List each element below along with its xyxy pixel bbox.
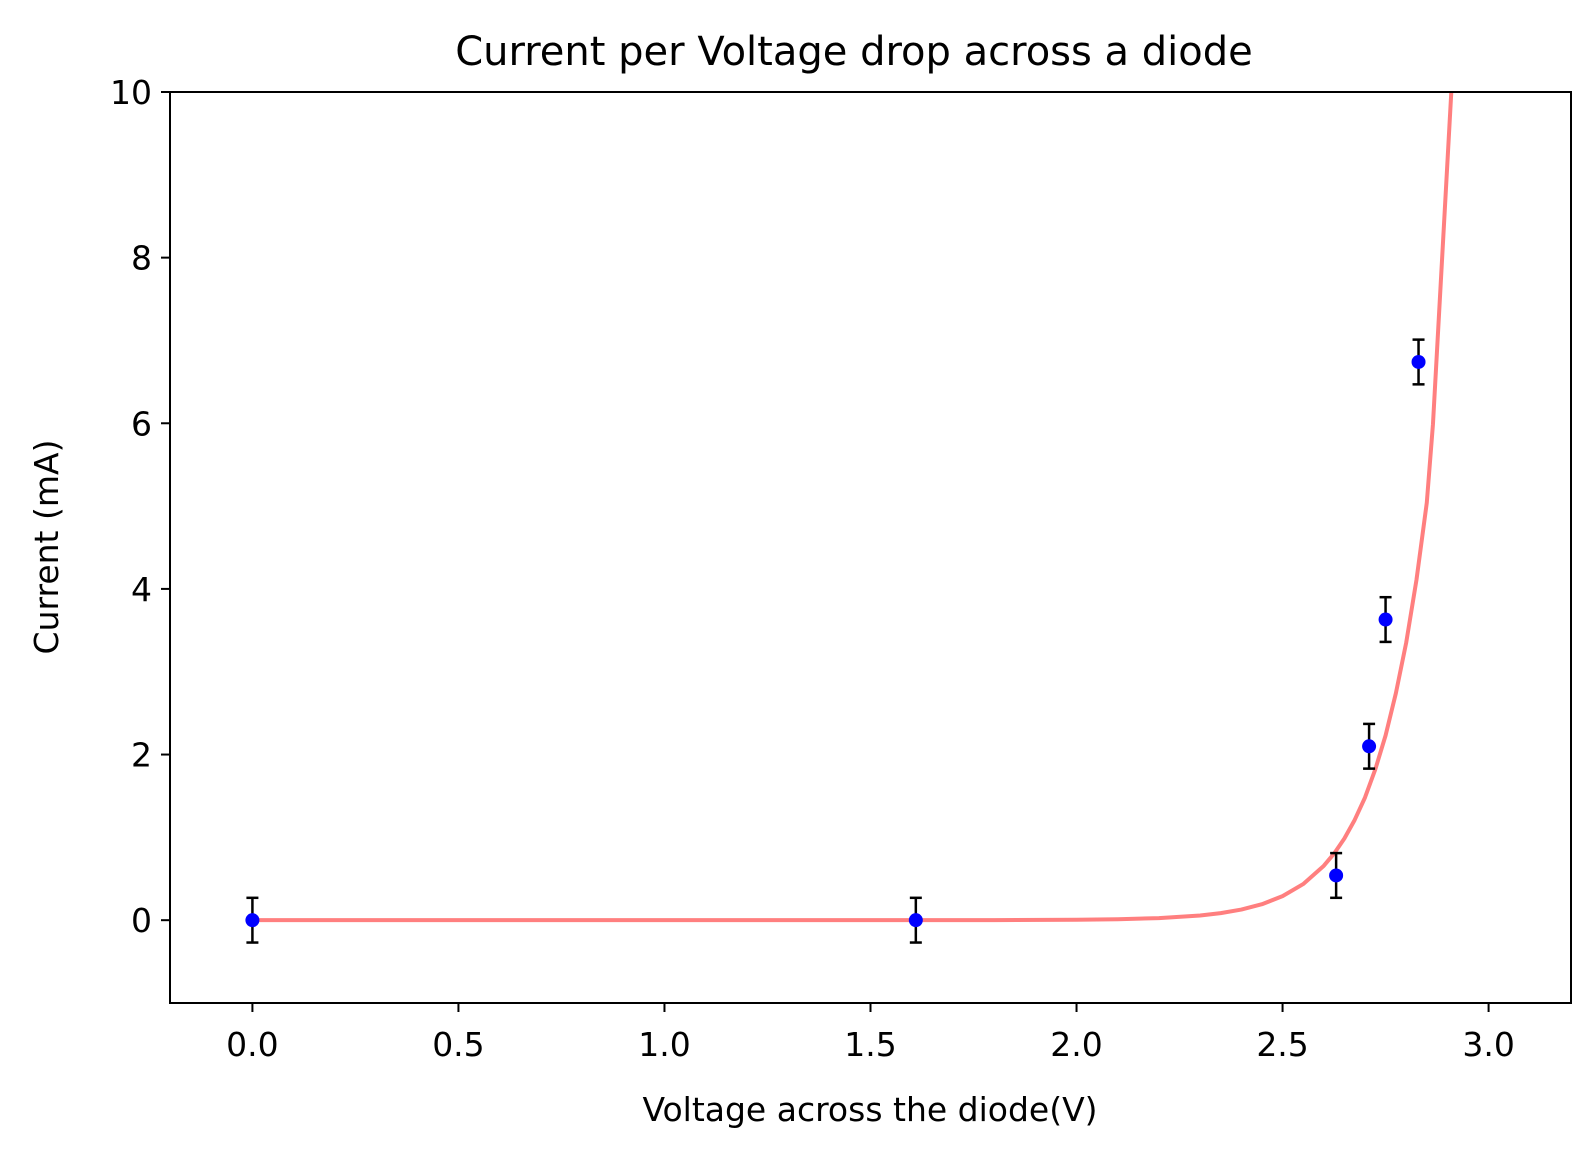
data-point bbox=[908, 913, 923, 928]
x-tick-label: 0.5 bbox=[432, 1025, 484, 1064]
plot-frame bbox=[169, 91, 1572, 1004]
x-tick-label: 1.0 bbox=[638, 1025, 690, 1064]
data-point bbox=[1378, 612, 1393, 627]
chart-title: Current per Voltage drop across a diode bbox=[455, 29, 1253, 75]
x-axis-ticks: 0.0 0.5 1.0 1.5 2.0 2.5 3.0 bbox=[226, 1003, 1515, 1064]
x-tick-label: 2.0 bbox=[1050, 1025, 1102, 1064]
x-tick-label: 3.0 bbox=[1462, 1025, 1514, 1064]
x-axis-label: Voltage across the diode(V) bbox=[642, 1090, 1097, 1129]
y-tick-label: 4 bbox=[131, 570, 152, 609]
data-point bbox=[245, 913, 260, 928]
data-point bbox=[1329, 868, 1344, 883]
y-tick-label: 0 bbox=[131, 901, 152, 940]
y-tick-label: 6 bbox=[131, 404, 152, 443]
x-tick-label: 0.0 bbox=[226, 1025, 278, 1064]
data-point bbox=[1362, 739, 1377, 754]
y-axis-label: Current (mA) bbox=[27, 440, 66, 655]
x-tick-label: 2.5 bbox=[1256, 1025, 1308, 1064]
x-tick-label: 1.5 bbox=[844, 1025, 896, 1064]
y-tick-label: 10 bbox=[110, 73, 152, 112]
y-tick-label: 8 bbox=[131, 239, 152, 278]
y-tick-label: 2 bbox=[131, 736, 152, 775]
data-point bbox=[1411, 354, 1426, 369]
plot-area bbox=[245, 92, 1454, 944]
y-axis-ticks: 0 2 4 6 8 10 bbox=[110, 73, 170, 940]
fit-curve bbox=[252, 92, 1454, 923]
data-points bbox=[245, 354, 1426, 928]
